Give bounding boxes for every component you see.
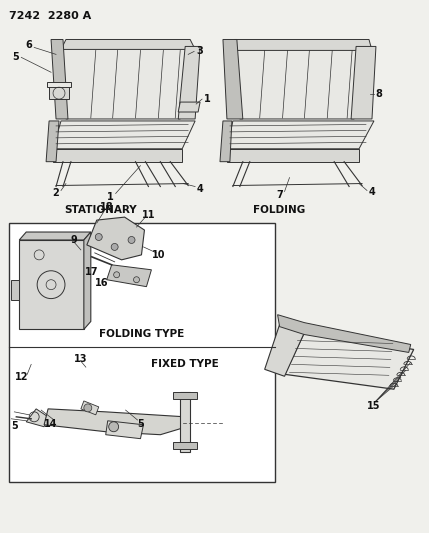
Text: STATIONARY: STATIONARY — [64, 205, 137, 215]
Circle shape — [109, 422, 119, 432]
Polygon shape — [231, 39, 372, 51]
Text: 5: 5 — [137, 419, 144, 429]
Polygon shape — [178, 102, 200, 112]
Text: 12: 12 — [15, 372, 28, 382]
Text: 7242  2280 A: 7242 2280 A — [9, 11, 91, 21]
Polygon shape — [19, 240, 84, 329]
Polygon shape — [227, 121, 374, 149]
Polygon shape — [51, 39, 68, 119]
Text: 17: 17 — [85, 266, 99, 277]
Polygon shape — [84, 232, 91, 329]
Text: FIXED TYPE: FIXED TYPE — [151, 359, 219, 369]
Text: 13: 13 — [74, 354, 88, 364]
Polygon shape — [220, 121, 232, 161]
Circle shape — [114, 272, 120, 278]
Circle shape — [133, 277, 139, 282]
Text: 18: 18 — [100, 202, 114, 212]
Text: 4: 4 — [197, 183, 203, 193]
Polygon shape — [47, 82, 71, 87]
Polygon shape — [44, 409, 185, 435]
Text: 9: 9 — [70, 235, 77, 245]
Polygon shape — [81, 401, 99, 415]
Polygon shape — [19, 232, 91, 240]
Text: 14: 14 — [44, 419, 58, 429]
Circle shape — [84, 404, 92, 412]
Text: 15: 15 — [367, 401, 381, 411]
Text: 2: 2 — [53, 189, 59, 198]
Polygon shape — [49, 86, 69, 99]
Circle shape — [111, 244, 118, 251]
Polygon shape — [284, 333, 414, 389]
Text: 10: 10 — [151, 250, 165, 260]
Polygon shape — [227, 149, 359, 161]
Polygon shape — [11, 280, 19, 300]
Text: 5: 5 — [12, 52, 19, 62]
Text: 6: 6 — [26, 41, 33, 51]
Polygon shape — [26, 409, 48, 427]
Polygon shape — [106, 421, 143, 439]
Polygon shape — [53, 121, 195, 149]
Polygon shape — [61, 46, 195, 119]
Polygon shape — [61, 39, 195, 50]
Polygon shape — [180, 392, 190, 451]
Text: FOLDING TYPE: FOLDING TYPE — [99, 329, 184, 340]
Polygon shape — [351, 46, 376, 119]
FancyBboxPatch shape — [9, 223, 275, 482]
Text: 8: 8 — [375, 89, 382, 99]
Text: FOLDING: FOLDING — [254, 205, 306, 215]
Polygon shape — [46, 121, 59, 161]
Polygon shape — [173, 442, 197, 449]
Text: 11: 11 — [142, 210, 155, 220]
Text: 3: 3 — [197, 46, 203, 56]
Circle shape — [95, 233, 102, 240]
Text: 7: 7 — [276, 190, 283, 200]
Polygon shape — [265, 325, 305, 376]
Polygon shape — [107, 265, 151, 287]
Text: 4: 4 — [369, 188, 375, 198]
Text: 5: 5 — [11, 421, 18, 431]
Polygon shape — [53, 149, 182, 161]
Polygon shape — [233, 46, 372, 119]
Text: 1: 1 — [107, 192, 114, 203]
Polygon shape — [87, 217, 145, 260]
Text: 1: 1 — [204, 94, 210, 104]
Text: 16: 16 — [95, 278, 109, 288]
Polygon shape — [223, 39, 243, 119]
Polygon shape — [278, 314, 411, 352]
Circle shape — [128, 237, 135, 244]
Polygon shape — [173, 392, 197, 399]
Polygon shape — [178, 46, 200, 119]
